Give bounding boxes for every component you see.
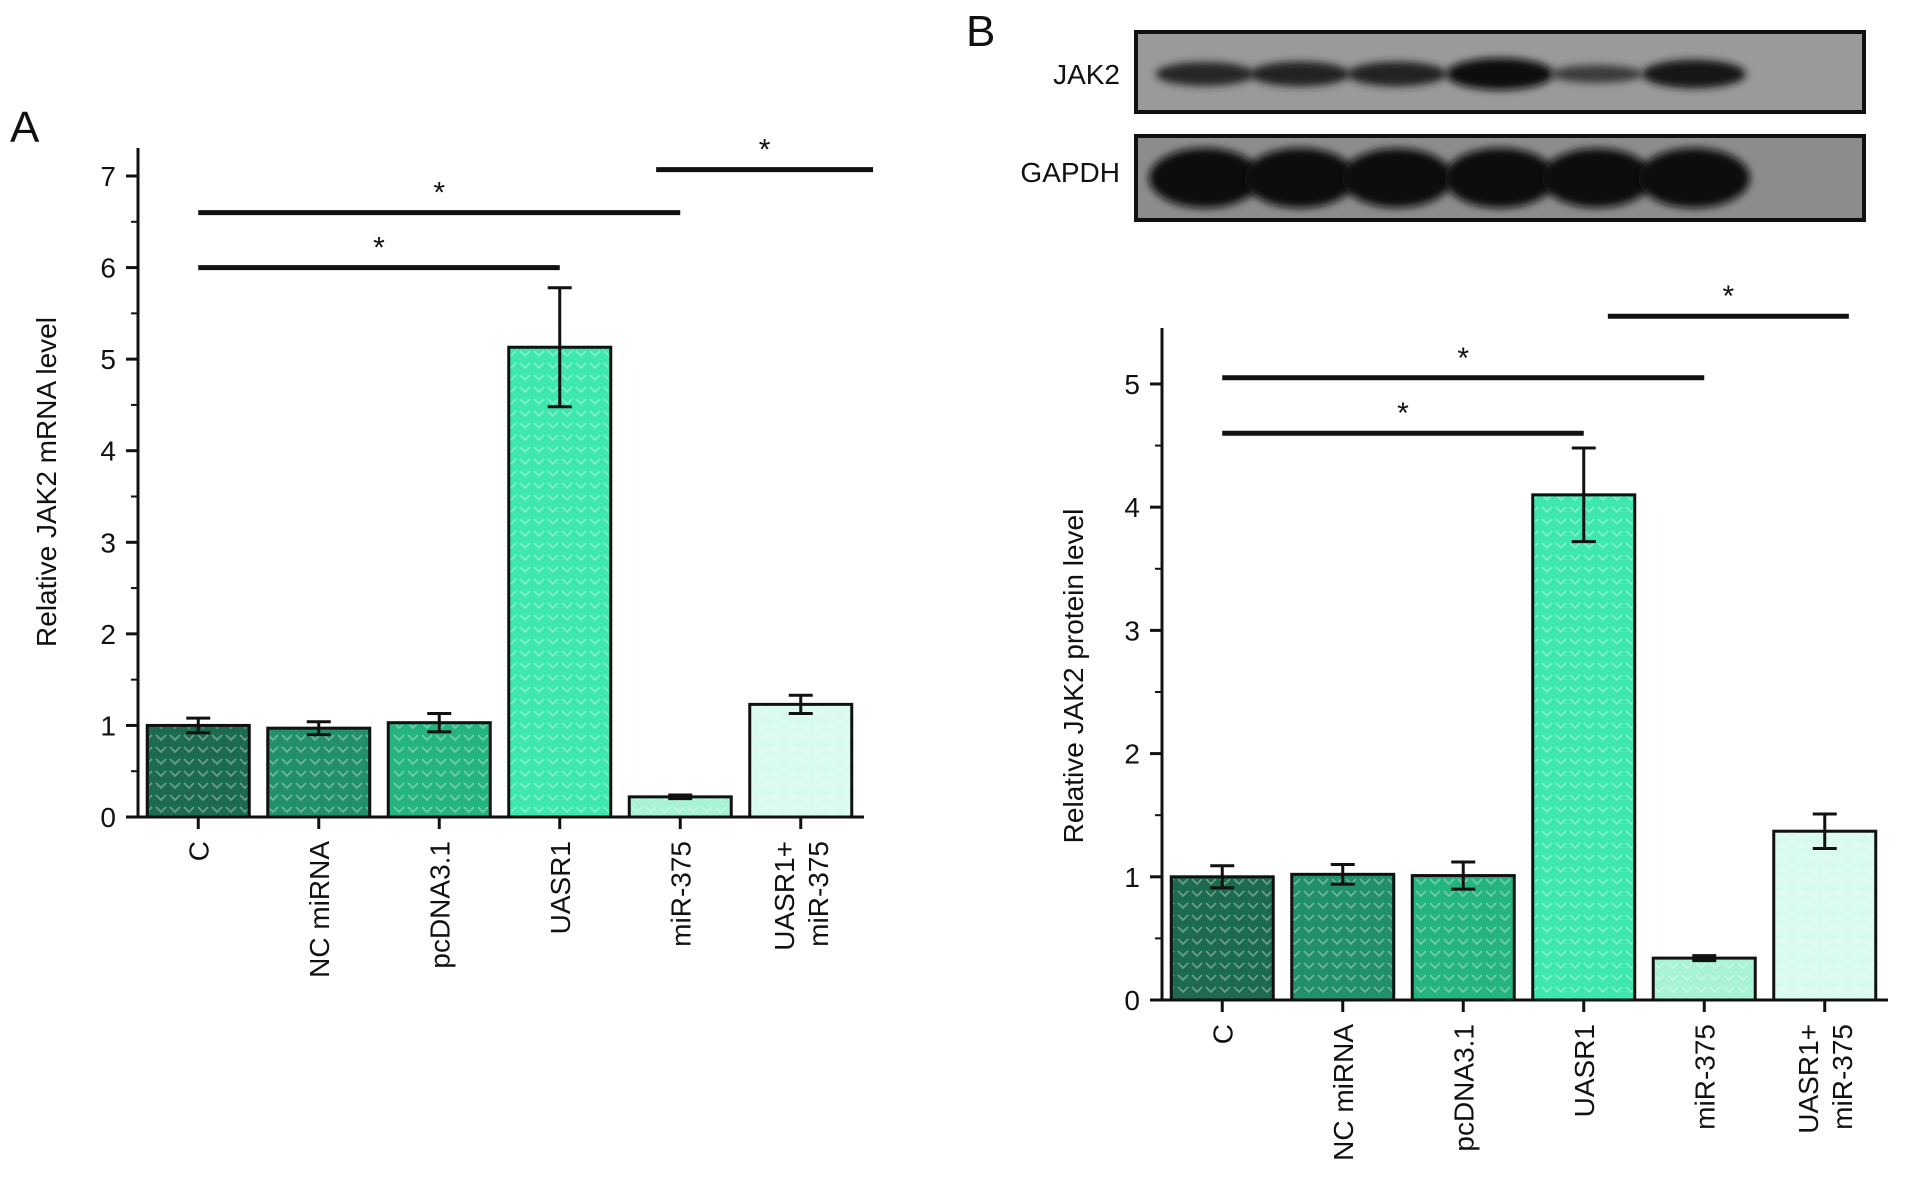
chart-b-y-tick-label: 5 bbox=[1124, 369, 1140, 400]
chart-a-category-label: NC miRNA bbox=[304, 841, 335, 978]
chart-a-error-bar bbox=[186, 716, 211, 735]
chart-b-significance-star: * bbox=[1397, 397, 1409, 430]
blot-band-gapdh-lane-3 bbox=[1341, 148, 1453, 208]
chart-b-bar-texture bbox=[1173, 878, 1272, 998]
chart-a-significance-star: * bbox=[373, 232, 385, 265]
chart-b-y-tick-label: 4 bbox=[1124, 492, 1140, 523]
chart-a-category-label: miR-375 bbox=[803, 841, 834, 947]
blot-band-gapdh-lane-6 bbox=[1638, 148, 1750, 208]
chart-a-significance-star: * bbox=[433, 177, 445, 210]
chart-b-y-tick-label: 1 bbox=[1124, 862, 1140, 893]
blot-row-label-gapdh: GAPDH bbox=[1020, 157, 1120, 188]
chart-a-error-bar bbox=[427, 712, 452, 734]
chart-a-y-tick-label: 0 bbox=[100, 802, 116, 833]
chart-b-error-bar bbox=[1451, 860, 1476, 891]
chart-a-y-tick-label: 3 bbox=[100, 527, 116, 558]
chart-b-bar-texture bbox=[1534, 496, 1633, 998]
chart-b-significance-star: * bbox=[1457, 342, 1469, 375]
chart-a-bar-texture bbox=[631, 798, 730, 815]
blot-band-jak2-lane-1 bbox=[1155, 61, 1255, 87]
chart-a-bar-texture bbox=[269, 730, 368, 815]
chart-b-category-label: C bbox=[1207, 1024, 1238, 1044]
chart-a-category-label: UASR1 bbox=[545, 841, 576, 934]
chart-b-error-bar bbox=[1812, 812, 1837, 850]
chart-a-category-label: UASR1+ bbox=[769, 841, 800, 951]
chart-b-category-label: UASR1 bbox=[1569, 1024, 1600, 1117]
chart-a-y-tick-label: 7 bbox=[100, 161, 116, 192]
chart-b-category-label: UASR1+ bbox=[1793, 1024, 1824, 1134]
chart-a-significance-star: * bbox=[759, 134, 771, 167]
panel-b-letter: B bbox=[966, 7, 995, 56]
chart-a-bar-texture bbox=[149, 727, 248, 815]
chart-a: Relative JAK2 mRNA level 0 1 2 3 4 5 6 7 C NC mi… bbox=[31, 134, 874, 978]
chart-b-error-bar bbox=[1692, 954, 1717, 963]
chart-a-error-bar bbox=[547, 286, 572, 409]
chart-a-error-bar bbox=[668, 793, 693, 801]
chart-a-y-tick-label: 6 bbox=[100, 253, 116, 284]
panel-a-letter: A bbox=[10, 103, 40, 152]
chart-b-bar-texture bbox=[1414, 877, 1513, 998]
blot-row-label-jak2: JAK2 bbox=[1053, 59, 1120, 90]
chart-a-y-tick-label: 1 bbox=[100, 710, 116, 741]
chart-b-y-axis-title: Relative JAK2 protein level bbox=[1058, 509, 1089, 844]
blot-band-jak2-lane-2 bbox=[1250, 61, 1350, 87]
chart-b-category-label: miR-375 bbox=[1827, 1024, 1858, 1130]
chart-a-bar-texture bbox=[510, 349, 609, 815]
chart-a-bar-texture bbox=[751, 706, 850, 815]
blot-band-jak2-lane-6 bbox=[1642, 59, 1746, 89]
blot-band-gapdh-lane-1 bbox=[1149, 148, 1261, 208]
chart-a-category-label: pcDNA3.1 bbox=[424, 841, 455, 969]
blot-band-gapdh-lane-5 bbox=[1541, 148, 1653, 208]
chart-a-category-label: miR-375 bbox=[665, 841, 696, 947]
chart-b-y-tick-label: 3 bbox=[1124, 615, 1140, 646]
chart-b-bar-texture bbox=[1655, 960, 1754, 998]
blot-band-jak2-lane-4 bbox=[1446, 58, 1554, 90]
chart-b-y-tick-label: 2 bbox=[1124, 739, 1140, 770]
blot-band-gapdh-lane-2 bbox=[1244, 148, 1356, 208]
chart-b-error-bar bbox=[1210, 864, 1235, 890]
chart-a-bar-texture bbox=[390, 724, 489, 815]
chart-a-y-tick-label: 2 bbox=[100, 619, 116, 650]
chart-a-y-tick-label: 4 bbox=[100, 436, 116, 467]
chart-b-significance-star: * bbox=[1723, 280, 1735, 313]
western-blot: JAK2 GAPDH bbox=[1020, 30, 1866, 222]
chart-a-error-bar bbox=[306, 720, 331, 737]
chart-a-category-label: C bbox=[183, 841, 214, 861]
chart-b-bar-texture bbox=[1775, 833, 1874, 998]
blot-band-jak2-lane-5 bbox=[1551, 65, 1643, 83]
chart-a-y-tick-label: 5 bbox=[100, 344, 116, 375]
chart-b-error-bar bbox=[1330, 862, 1355, 886]
blot-band-jak2-lane-3 bbox=[1347, 61, 1447, 87]
chart-b-error-bar bbox=[1571, 446, 1596, 544]
chart-b-category-label: pcDNA3.1 bbox=[1448, 1024, 1479, 1152]
chart-b-y-tick-label: 0 bbox=[1124, 985, 1140, 1016]
chart-b-category-label: miR-375 bbox=[1689, 1024, 1720, 1130]
chart-b-bar-texture bbox=[1293, 876, 1392, 998]
chart-a-error-bar bbox=[788, 693, 813, 716]
chart-b: Relative JAK2 protein level 0 1 2 3 4 5 C NC m… bbox=[1058, 280, 1888, 1161]
chart-b-category-label: NC miRNA bbox=[1328, 1024, 1359, 1161]
blot-band-gapdh-lane-4 bbox=[1444, 148, 1556, 208]
chart-a-y-axis-title: Relative JAK2 mRNA level bbox=[31, 317, 62, 647]
